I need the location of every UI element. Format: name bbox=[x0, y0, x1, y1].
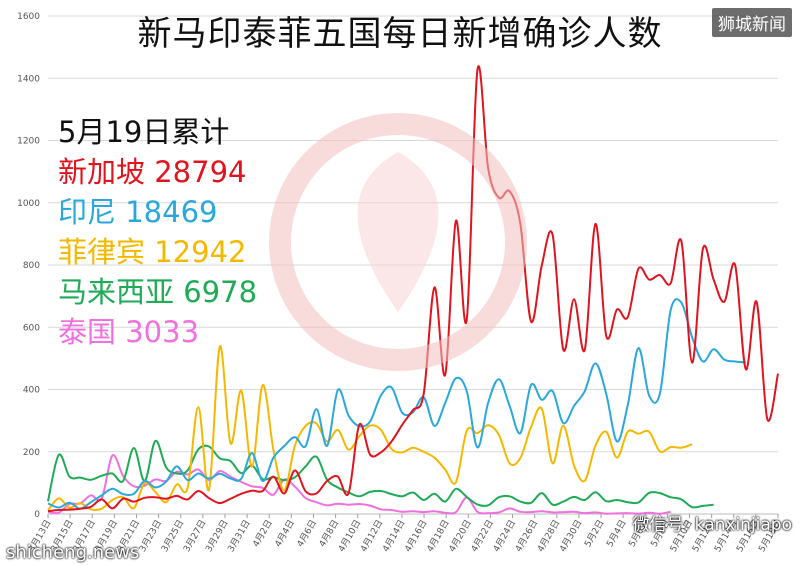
footer-site: shicheng.news bbox=[6, 542, 140, 563]
y-tick-label: 0 bbox=[34, 510, 40, 520]
legend-item-singapore: 新加坡 28794 bbox=[58, 152, 257, 192]
footer-wechat: 微信号: kanxinjiapo bbox=[632, 515, 792, 535]
legend-label: 马来西亚 bbox=[58, 275, 175, 309]
y-tick-label: 1400 bbox=[17, 74, 40, 84]
x-tick-label: 4月4日 bbox=[273, 518, 297, 549]
y-tick-label: 400 bbox=[23, 386, 40, 396]
series-line-thailand bbox=[47, 454, 671, 515]
x-tick-label: 4月8日 bbox=[317, 518, 341, 549]
legend-value: 18469 bbox=[125, 195, 218, 229]
y-tick-label: 600 bbox=[23, 323, 40, 333]
y-tick-label: 1200 bbox=[17, 137, 40, 147]
legend-item-thailand: 泰国 3033 bbox=[58, 312, 257, 352]
legend-label: 新加坡 bbox=[58, 155, 146, 189]
legend-value: 28794 bbox=[154, 155, 247, 189]
legend-item-philippines: 菲律宾 12942 bbox=[58, 232, 257, 272]
chart-title: 新马印泰菲五国每日新增确诊人数 bbox=[137, 14, 663, 54]
legend-label: 泰国 bbox=[58, 315, 117, 349]
x-tick-label: 4月2日 bbox=[251, 518, 275, 549]
legend: 5月19日累计 新加坡 28794 印尼 18469 菲律宾 12942 马来西… bbox=[58, 112, 257, 352]
series-line-philippines bbox=[47, 345, 693, 511]
y-axis: 0 200 400 600 800 1000 1200 1400 1600 bbox=[17, 12, 40, 520]
legend-value: 12942 bbox=[154, 235, 247, 269]
y-tick-label: 800 bbox=[23, 261, 40, 271]
source-badge: 狮城新闻 bbox=[712, 8, 792, 37]
series-line-malaysia bbox=[47, 439, 714, 509]
legend-item-malaysia: 马来西亚 6978 bbox=[58, 272, 257, 312]
x-tick-label: 5月2日 bbox=[582, 518, 606, 549]
y-tick-label: 1600 bbox=[17, 12, 40, 22]
x-tick-label: 4月6日 bbox=[295, 518, 319, 549]
legend-value: 3033 bbox=[125, 315, 200, 349]
y-tick-label: 1000 bbox=[17, 199, 40, 209]
x-tick-label: 5月4日 bbox=[604, 518, 628, 549]
legend-value: 6978 bbox=[183, 275, 258, 309]
series-lines bbox=[47, 65, 779, 515]
y-tick-label: 200 bbox=[23, 448, 40, 458]
series-line-indonesia bbox=[47, 298, 746, 510]
legend-label: 菲律宾 bbox=[58, 235, 146, 269]
legend-label: 印尼 bbox=[58, 195, 117, 229]
legend-item-indonesia: 印尼 18469 bbox=[58, 192, 257, 232]
legend-heading: 5月19日累计 bbox=[58, 115, 230, 149]
